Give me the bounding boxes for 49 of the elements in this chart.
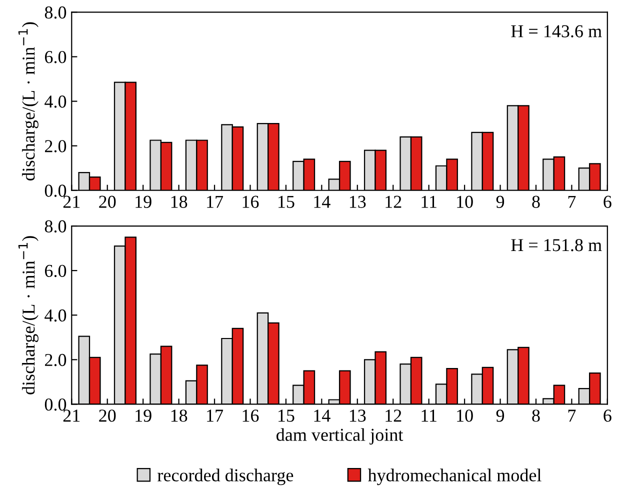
legend-label: recorded discharge: [158, 468, 294, 486]
x-tick-label: 13: [350, 196, 366, 208]
y-tick-label: 2.0: [45, 140, 66, 152]
x-tick-label: 7: [568, 410, 576, 422]
x-tick-label: 18: [171, 410, 188, 422]
x-tick-label: 16: [242, 196, 259, 208]
y-tick-label: 2.0: [45, 354, 66, 366]
x-tick-label: 21: [63, 410, 80, 422]
x-tick-label: 12: [386, 196, 402, 208]
x-tick-label: 6: [604, 196, 612, 208]
y-axis-title: discharge/(L · min$^{−1}$): [18, 22, 38, 181]
x-tick-label: 19: [136, 410, 152, 422]
y-tick-label: 4.0: [44, 96, 66, 108]
x-tick-label: 9: [496, 196, 504, 208]
y-tick-label: 8.0: [44, 220, 66, 233]
x-tick-label: 9: [496, 410, 504, 422]
x-tick-label: 12: [386, 410, 402, 422]
y-tick-label: 0.0: [44, 398, 66, 411]
annotation: H = 143.6 m: [511, 25, 602, 38]
x-tick-label: 8: [532, 196, 540, 208]
x-axis-title: dam vertical joint: [276, 428, 404, 445]
annotation: H = 151.8 m: [511, 239, 602, 252]
x-tick-label: 19: [136, 196, 152, 208]
x-tick-label: 15: [278, 196, 294, 208]
x-tick-label: 18: [171, 196, 188, 208]
x-tick-label: 14: [314, 196, 330, 208]
legend-label: hydromechanical model: [368, 468, 542, 486]
x-tick-label: 21: [63, 196, 80, 208]
x-tick-label: 7: [568, 196, 576, 208]
y-tick-label: 0.0: [44, 184, 66, 197]
x-tick-label: 15: [278, 410, 294, 422]
y-axis-title: discharge/(L · min$^{−1}$): [18, 236, 38, 394]
x-tick-label: 17: [207, 410, 224, 422]
x-tick-label: 17: [207, 196, 224, 208]
x-tick-label: 11: [422, 196, 436, 208]
x-tick-label: 10: [457, 410, 473, 422]
x-tick-label: 20: [99, 196, 116, 208]
y-tick-label: 6.0: [44, 50, 66, 64]
y-tick-label: 8.0: [44, 6, 66, 19]
x-tick-label: 14: [314, 410, 330, 422]
y-tick-label: 6.0: [44, 264, 66, 278]
x-tick-label: 13: [350, 410, 366, 422]
x-tick-label: 10: [457, 196, 473, 208]
y-tick-label: 4.0: [44, 309, 66, 322]
x-tick-label: 6: [604, 410, 612, 422]
x-tick-label: 11: [422, 410, 436, 422]
x-tick-label: 20: [99, 410, 116, 422]
x-tick-label: 16: [242, 410, 259, 422]
x-tick-label: 8: [532, 410, 540, 422]
